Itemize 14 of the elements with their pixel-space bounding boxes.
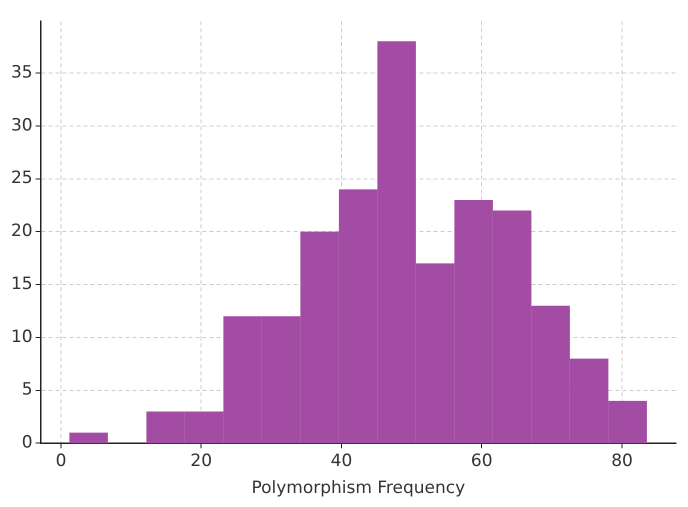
y-tick-label: 20	[10, 221, 33, 242]
y-tick-label: 5	[22, 380, 33, 400]
x-tick-label: 20	[190, 450, 212, 471]
y-tick-label: 0	[22, 432, 33, 453]
y-tick-label: 25	[10, 168, 33, 188]
x-axis-title: Polymorphism Frequency	[251, 478, 466, 498]
y-tick-label: 10	[10, 326, 33, 347]
y-tick-label: 35	[10, 62, 33, 82]
x-tick-label: 60	[470, 450, 493, 471]
y-tick-label: 30	[10, 115, 33, 136]
x-tick-label: 80	[611, 450, 633, 471]
x-tick-label: 0	[56, 450, 66, 471]
y-tick-label: 15	[10, 274, 33, 294]
x-tick-label: 40	[330, 450, 352, 471]
